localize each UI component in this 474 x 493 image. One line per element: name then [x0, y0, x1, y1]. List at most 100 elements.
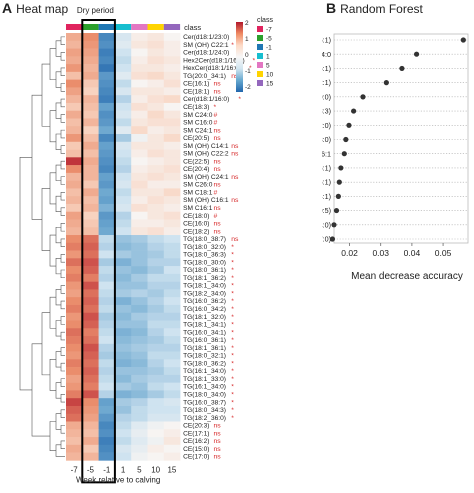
dendrogram-branch — [49, 359, 56, 391]
class-legend-label: 5 — [266, 63, 270, 70]
importance-dot — [333, 207, 340, 214]
row-label: TG(18:1_34:0) — [183, 283, 226, 290]
heatmap-cell — [114, 421, 132, 430]
heatmap-cell — [131, 312, 148, 321]
heatmap-cell — [98, 48, 116, 57]
heatmap-cell — [131, 71, 148, 80]
significance-mark: ns — [231, 236, 239, 243]
heatmap-cell — [66, 196, 83, 205]
heatmap-cell — [98, 312, 116, 321]
heatmap-cell — [131, 48, 148, 57]
class-legend-label: 15 — [266, 81, 274, 88]
heatmap-cell — [131, 235, 148, 244]
heatmap-cell — [82, 452, 99, 461]
heatmap-cell — [147, 102, 165, 111]
heatmap-cell — [163, 95, 181, 104]
heatmap-cell — [66, 273, 83, 282]
dendrogram-branch — [41, 188, 50, 251]
dry-period-label: Dry period — [77, 6, 114, 15]
heatmap-cell — [114, 437, 132, 446]
row-label: TG(16:0_36:1) — [183, 337, 226, 344]
heatmap-cell — [147, 165, 165, 174]
heatmap-cell — [147, 79, 165, 88]
importance-dot — [338, 165, 344, 171]
heatmap-cell — [131, 110, 148, 119]
heatmap-cell — [114, 64, 132, 73]
heatmap-cell — [147, 95, 165, 104]
significance-mark: ns — [214, 158, 222, 165]
heatmap-cell — [147, 250, 165, 259]
class-header-label: class — [184, 23, 201, 32]
heatmap-cell — [147, 40, 165, 49]
heatmap-cell — [66, 188, 83, 197]
row-label: CE(18:3) — [183, 104, 209, 111]
heatmap-cell — [66, 281, 83, 290]
heatmap-cell — [82, 320, 99, 329]
row-label: TG(18:0_32:1) — [183, 353, 226, 360]
x-tick-label: 0.02 — [341, 248, 358, 258]
color-scale-label: 2 — [245, 20, 249, 27]
significance-mark: * — [231, 290, 234, 297]
heatmap-cell — [163, 126, 181, 135]
dendrogram-branch — [60, 114, 65, 123]
heatmap-cell — [66, 421, 83, 430]
heatmap-cell — [98, 172, 116, 181]
heatmap-cell — [131, 40, 148, 49]
heatmap-cell — [147, 429, 165, 438]
significance-mark: * — [231, 298, 234, 305]
significance-mark: * — [231, 252, 234, 259]
significance-mark: ns — [231, 174, 239, 181]
heatmap-cell — [147, 367, 165, 376]
heatmap-cell — [98, 102, 116, 111]
dendrogram-branch — [49, 48, 56, 80]
heatmap-cell — [66, 95, 83, 104]
row-label: Cer(d18:1/24:0) — [183, 50, 229, 57]
significance-mark: ns — [214, 221, 222, 228]
heatmap-cell — [163, 304, 181, 314]
heatmap-cell — [98, 390, 116, 399]
heatmap-cell — [131, 141, 148, 150]
heatmap-cell — [147, 281, 165, 290]
heatmap-cell — [147, 56, 165, 65]
dendrogram-branch — [41, 63, 50, 127]
heatmap-cell — [98, 165, 116, 174]
heatmap-cell — [82, 126, 99, 135]
heatmap-cell — [66, 390, 83, 399]
heatmap-cell — [163, 33, 181, 42]
class-legend-title: class — [257, 17, 273, 24]
row-label: Cer(d18:1/16:0) — [183, 96, 229, 103]
dendrogram-branch — [60, 394, 65, 403]
row-label: CE(16:1) — [183, 81, 209, 88]
class-strip-cell — [114, 24, 132, 30]
heatmap-cell — [131, 126, 148, 135]
heatmap-cell — [147, 374, 165, 383]
heatmap-cell — [114, 444, 132, 453]
feature-label: TG(18:1_33:0) — [322, 135, 331, 144]
row-label: SM C16:1 — [183, 205, 213, 212]
significance-mark: ns — [214, 430, 222, 437]
heatmap-cell — [114, 343, 132, 352]
heatmap-cell — [98, 258, 116, 267]
heatmap-cell — [98, 297, 116, 306]
heatmap-cell — [98, 382, 116, 391]
heatmap-cell — [82, 390, 99, 399]
significance-mark: ns — [231, 151, 239, 158]
dendrogram-branch — [55, 382, 61, 399]
row-label: TG(18:0_36:2) — [183, 360, 226, 367]
heatmap-cell — [66, 87, 83, 96]
heatmap-cell — [66, 102, 83, 111]
class-legend-swatch — [257, 35, 263, 41]
heatmap-cell — [131, 95, 148, 104]
heatmap-cell — [147, 351, 165, 360]
dendrogram-branch — [55, 413, 61, 430]
heatmap-cell — [147, 266, 165, 275]
heatmap-cell — [114, 141, 132, 150]
dendrogram-branch — [60, 238, 65, 247]
heatmap-cell — [114, 56, 132, 65]
class-legend-swatch — [257, 53, 263, 59]
significance-mark: ns — [214, 88, 222, 95]
heatmap-cell — [98, 421, 116, 430]
heatmap-cell — [163, 118, 181, 127]
feature-label: CE(20:5) — [322, 206, 331, 215]
heatmap-cell — [82, 180, 99, 189]
